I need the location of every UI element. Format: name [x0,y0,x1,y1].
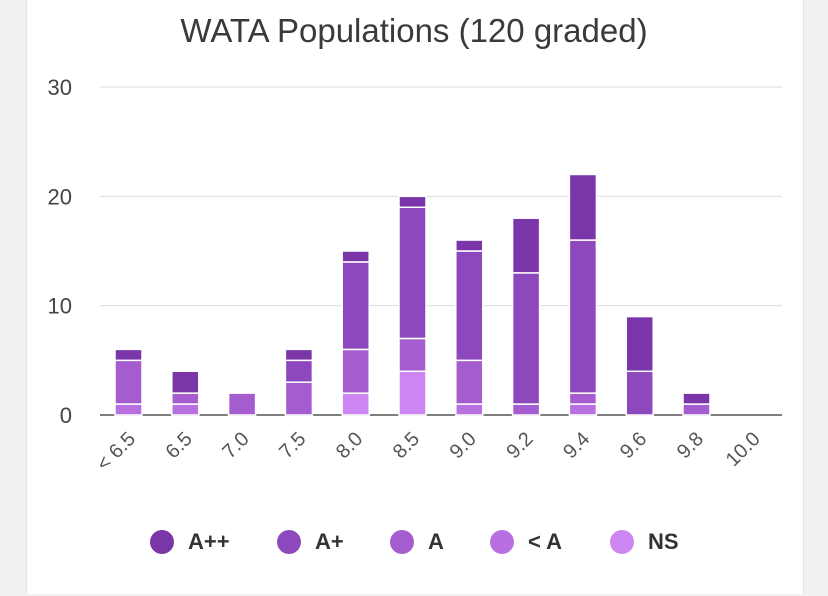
x-tick-label: 8.0 [332,428,367,463]
x-tick-label: 7.5 [275,428,310,463]
bar-segment-a[interactable] [511,403,541,416]
legend-item[interactable]: A+ [277,524,344,560]
bar-segment-aplus[interactable] [398,206,427,340]
bar-segment-aplusplus[interactable] [511,217,541,274]
bar-segment-aplus[interactable] [284,359,314,383]
bar-segment-a[interactable] [171,392,200,405]
bar-segment-aplusplus[interactable] [625,315,654,373]
y-tick-label: 30 [48,75,72,100]
legend-swatch-icon [150,530,174,554]
bar-segment-a[interactable] [455,403,484,416]
bar-segment-a[interactable] [284,381,314,416]
legend-label: NS [648,529,679,554]
bar-segment-aplusplus[interactable] [341,250,370,263]
bar-segment-a[interactable] [341,348,370,394]
bar-segment-a[interactable] [568,392,598,405]
bar-segment-aplus[interactable] [341,261,370,351]
y-tick-label: 0 [60,403,72,428]
stacked-bar-chart: 0 10 20 30 < 6.5 6.5 7.0 7.5 8.0 8.5 9.0 9.2 9.4 9.6 9… [48,75,782,475]
bar-segment-aplusplus[interactable] [171,370,200,394]
bar-segment-a[interactable] [455,359,484,405]
bar-segment-aplus[interactable] [455,250,484,362]
x-tick-label: 10.0 [722,428,765,471]
bar-segment-aplusplus[interactable] [568,173,598,241]
legend-item[interactable]: NS [610,524,679,560]
x-tick-label: 9.8 [673,428,708,463]
bar-segment-a[interactable] [398,337,427,373]
legend-label: < A [528,529,563,554]
bar-segment-aplus[interactable] [625,370,654,416]
bar-segment-a[interactable] [568,403,598,416]
chart-legend: A++ A+ A < A NS [0,524,828,560]
legend-swatch-icon [390,530,414,554]
bar-segment-a[interactable] [682,403,711,416]
y-tick-label: 20 [48,184,72,209]
x-tick-label: < 6.5 [93,428,140,475]
legend-label: A [428,529,444,554]
bar-segment-aplusplus[interactable] [455,239,484,252]
legend-item[interactable]: A++ [150,524,230,560]
bar-segment-a[interactable] [171,403,200,416]
bar-segment-aplus[interactable] [568,239,598,394]
legend-item[interactable]: < A [490,524,562,560]
x-tick-label: 7.0 [218,428,253,463]
x-tick-label: 9.6 [616,428,651,463]
bar-segment-aplusplus[interactable] [682,392,711,405]
bar-segment-aplusplus[interactable] [114,348,143,362]
legend-swatch-icon [490,530,514,554]
x-tick-label: 8.5 [389,428,424,463]
x-tick-label: 6.5 [162,428,197,463]
x-tick-label: 9.4 [559,428,594,463]
x-tick-label: 9.2 [502,428,537,463]
bar-segment-ns[interactable] [341,392,370,416]
legend-swatch-icon [610,530,634,554]
bar-segment-aplusplus[interactable] [398,195,427,209]
y-tick-label: 10 [48,294,72,319]
legend-item[interactable]: A [390,524,444,560]
bar-segment-ns[interactable] [398,370,427,416]
legend-swatch-icon [277,530,301,554]
x-tick-label: 9.0 [446,428,481,463]
bar-segment-aplus[interactable] [511,272,541,405]
legend-label: A+ [315,529,344,554]
chart-title: WATA Populations (120 graded) [180,12,648,49]
bar-segment-aplusplus[interactable] [284,348,314,362]
bar-segment-a[interactable] [114,403,143,416]
legend-label: A++ [188,529,230,554]
bar-segment-a[interactable] [227,392,257,416]
bar-segment-a[interactable] [114,359,143,405]
